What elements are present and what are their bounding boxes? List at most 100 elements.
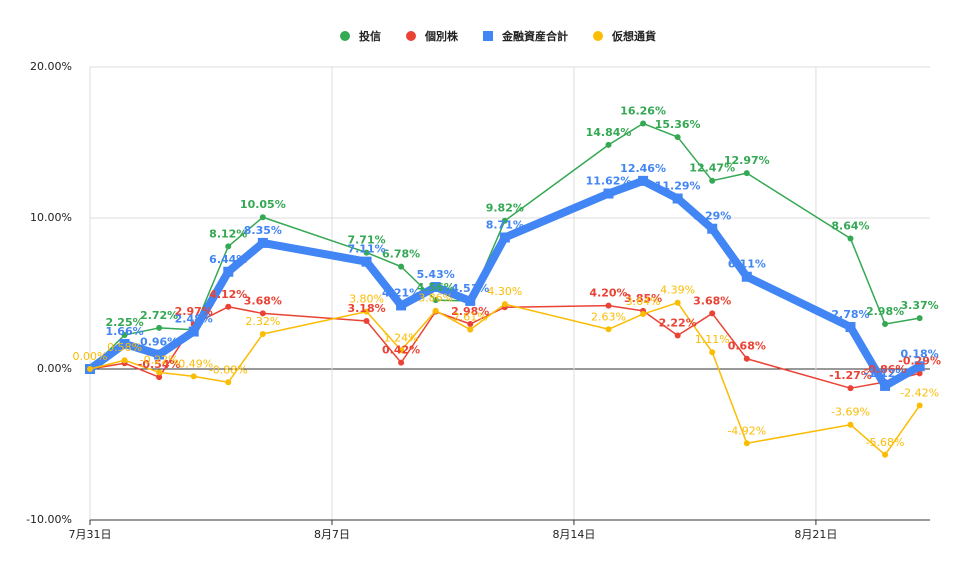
x-tick-label: 7月31日 bbox=[69, 528, 112, 541]
data-label: 12.97% bbox=[724, 154, 770, 167]
data-label: 3.80% bbox=[349, 293, 384, 306]
data-point bbox=[223, 266, 234, 277]
data-point bbox=[845, 322, 856, 333]
data-label: -0.22% bbox=[140, 353, 179, 366]
data-point bbox=[121, 357, 128, 364]
data-label: -5.68% bbox=[866, 436, 905, 449]
data-label: 0.58% bbox=[107, 341, 142, 354]
data-point bbox=[465, 295, 476, 306]
data-point bbox=[672, 193, 683, 204]
data-point bbox=[259, 330, 266, 337]
data-label: 3.86% bbox=[418, 292, 453, 305]
data-point bbox=[640, 311, 647, 318]
data-point bbox=[154, 349, 165, 360]
legend-label: 仮想通貨 bbox=[611, 29, 656, 43]
data-point bbox=[396, 300, 407, 311]
data-point bbox=[882, 451, 889, 458]
data-point bbox=[121, 332, 128, 339]
data-label: 3.18% bbox=[347, 302, 385, 315]
data-label: 2.32% bbox=[245, 315, 280, 328]
data-label: 8.12% bbox=[209, 227, 247, 240]
x-tick-label: 8月14日 bbox=[552, 528, 595, 541]
data-label: 3.37% bbox=[901, 299, 939, 312]
data-point bbox=[225, 379, 232, 386]
data-point bbox=[638, 175, 649, 186]
data-label: 9.29% bbox=[693, 210, 731, 223]
data-label: -0.88% bbox=[209, 363, 248, 376]
legend-label: 投信 bbox=[359, 29, 381, 43]
data-point bbox=[914, 361, 925, 372]
data-label: 11.29% bbox=[655, 180, 701, 193]
data-point bbox=[674, 134, 681, 141]
data-point bbox=[709, 177, 716, 184]
data-label: 4.39% bbox=[660, 284, 695, 297]
x-tick-label: 8月7日 bbox=[314, 528, 350, 541]
data-label: 6.11% bbox=[728, 258, 766, 271]
data-label: 0.18% bbox=[901, 347, 939, 360]
data-point bbox=[156, 369, 163, 376]
legend-marker bbox=[593, 31, 603, 41]
data-label: -0.49% bbox=[174, 357, 213, 370]
data-label: 2.25% bbox=[105, 316, 143, 329]
data-point bbox=[603, 188, 614, 199]
data-label: 7.71% bbox=[347, 234, 385, 247]
data-label: 2.97% bbox=[175, 305, 213, 318]
data-label: 9.82% bbox=[486, 202, 524, 215]
data-point bbox=[363, 249, 370, 256]
data-label: 2.98% bbox=[451, 305, 489, 318]
data-point bbox=[882, 321, 889, 328]
data-label: -1.12% bbox=[864, 367, 907, 380]
data-point bbox=[847, 235, 854, 242]
data-label: 2.61% bbox=[453, 311, 488, 324]
legend-label: 金融資産合計 bbox=[501, 29, 568, 43]
data-label: 3.68% bbox=[693, 294, 731, 307]
data-point bbox=[430, 282, 441, 293]
data-label: 2.78% bbox=[831, 308, 869, 321]
data-point bbox=[467, 321, 474, 328]
data-point bbox=[398, 263, 405, 270]
data-point bbox=[741, 271, 752, 282]
data-label: 8.35% bbox=[244, 224, 282, 237]
data-point bbox=[916, 315, 923, 322]
data-point bbox=[225, 243, 232, 250]
data-point bbox=[467, 326, 474, 333]
data-label: 4.51% bbox=[451, 282, 489, 295]
data-point bbox=[743, 440, 750, 447]
y-tick-label: -10.00% bbox=[26, 513, 72, 526]
data-label: -0.54% bbox=[138, 358, 181, 371]
data-point bbox=[605, 302, 612, 309]
data-label: 2.22% bbox=[659, 316, 697, 329]
data-label: 4.12% bbox=[209, 288, 247, 301]
data-point bbox=[225, 303, 232, 310]
data-point bbox=[190, 373, 197, 380]
data-label: 4.56% bbox=[417, 281, 455, 294]
data-point bbox=[363, 317, 370, 324]
data-label: 10.05% bbox=[240, 198, 286, 211]
data-label: 7.11% bbox=[347, 243, 385, 256]
data-label: 14.84% bbox=[586, 126, 632, 139]
data-point bbox=[916, 370, 923, 377]
y-tick-label: 10.00% bbox=[30, 211, 72, 224]
data-point bbox=[432, 297, 439, 304]
data-label: 12.47% bbox=[689, 162, 735, 175]
data-point bbox=[188, 326, 199, 337]
data-label: 8.64% bbox=[831, 220, 869, 233]
data-point bbox=[605, 326, 612, 333]
data-label: 3.64% bbox=[626, 295, 661, 308]
data-point bbox=[847, 421, 854, 428]
data-label: 1.24% bbox=[384, 331, 419, 344]
data-label: -2.42% bbox=[900, 387, 939, 400]
data-label: 3.85% bbox=[624, 292, 662, 305]
data-label: 4.20% bbox=[589, 287, 627, 300]
data-point bbox=[432, 307, 439, 314]
data-label: 8.71% bbox=[486, 218, 524, 231]
data-point bbox=[119, 338, 130, 349]
data-point bbox=[605, 141, 612, 148]
data-label: 15.36% bbox=[655, 118, 701, 131]
data-point bbox=[499, 232, 510, 243]
data-point bbox=[501, 301, 508, 308]
data-point bbox=[363, 308, 370, 315]
data-point bbox=[398, 347, 405, 354]
data-label: 4.30% bbox=[487, 285, 522, 298]
